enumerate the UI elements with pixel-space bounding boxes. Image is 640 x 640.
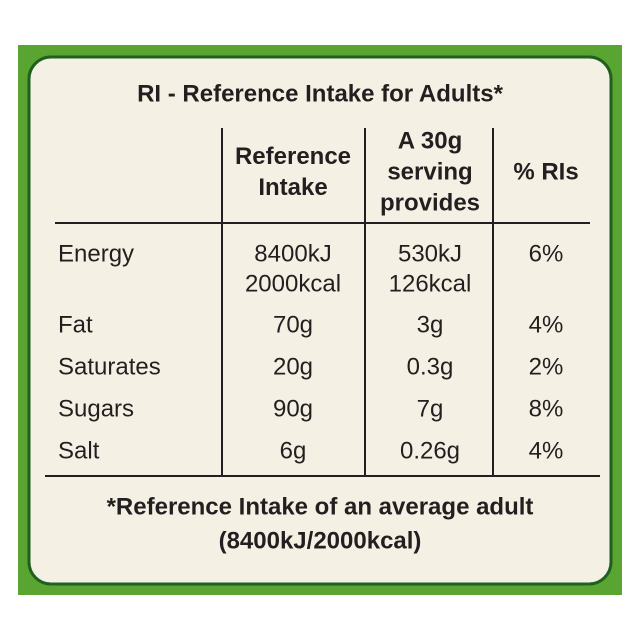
footnote: (8400kJ/2000kcal) <box>219 527 422 554</box>
footnote: *Reference Intake of an average adult <box>107 493 534 520</box>
table-cell: 530kJ <box>398 240 462 267</box>
header-cell: % RIs <box>513 158 578 185</box>
header-cell: A 30g <box>398 127 462 154</box>
table-cell: 20g <box>273 353 313 380</box>
header-cell: serving <box>387 158 472 185</box>
title: RI - Reference Intake for Adults* <box>137 80 504 107</box>
table-cell: 4% <box>529 311 564 338</box>
row-label: Energy <box>58 240 134 267</box>
row-label: Saturates <box>58 353 161 380</box>
table-cell: 2000kcal <box>245 270 341 297</box>
row-label: Fat <box>58 311 93 338</box>
table-cell: 0.3g <box>407 353 454 380</box>
table-cell: 6g <box>280 437 307 464</box>
table-cell: 0.26g <box>400 437 460 464</box>
table-cell: 6% <box>529 240 564 267</box>
table-cell: 8% <box>529 395 564 422</box>
table-cell: 4% <box>529 437 564 464</box>
cream-panel <box>27 55 613 586</box>
row-label: Salt <box>58 437 100 464</box>
table-cell: 70g <box>273 311 313 338</box>
header-cell: provides <box>380 189 480 216</box>
table-cell: 126kcal <box>389 270 472 297</box>
table-cell: 3g <box>417 311 444 338</box>
table-cell: 2% <box>529 353 564 380</box>
header-cell: Reference <box>235 143 351 170</box>
table-cell: 90g <box>273 395 313 422</box>
table-cell: 7g <box>417 395 444 422</box>
header-cell: Intake <box>258 174 327 201</box>
table-cell: 8400kJ <box>254 240 331 267</box>
row-label: Sugars <box>58 395 134 422</box>
